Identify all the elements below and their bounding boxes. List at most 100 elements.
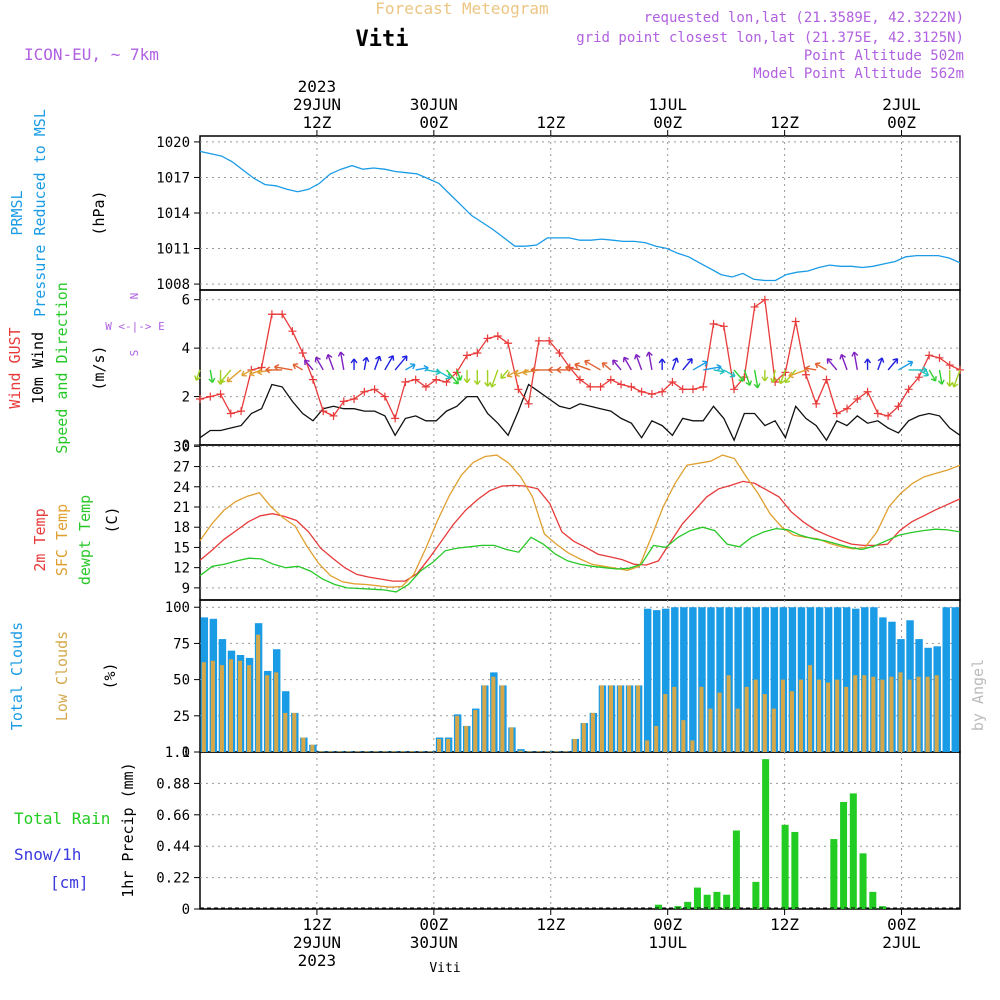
model-label: ICON-EU, ~ 7km — [24, 45, 159, 64]
wind-arrow-head — [622, 356, 629, 363]
wind-arrow-head — [658, 358, 666, 364]
y-tick-label-temperature: 15 — [173, 540, 190, 556]
wind-arrow-head — [612, 359, 618, 366]
wind-arrow-head — [601, 362, 608, 368]
axes-layer — [194, 130, 961, 915]
wind-gust-marker — [709, 319, 718, 328]
wind-arrow-head — [337, 351, 345, 357]
low-cloud-bar — [527, 751, 532, 752]
wind-gust-marker — [308, 375, 317, 384]
wind-arrow — [456, 369, 462, 381]
wind-gust-marker — [483, 334, 492, 343]
low-cloud-bar — [509, 727, 514, 752]
total-rain-label: Total Rain — [14, 809, 110, 828]
top-hour-label: 12Z — [770, 113, 799, 132]
wind-gust-marker — [801, 370, 810, 379]
wind-arrow — [623, 356, 632, 371]
wind-arrow — [753, 369, 759, 388]
precip-bar — [654, 904, 662, 909]
wind-arrow-head — [839, 353, 846, 360]
watermark-text: by Angel — [969, 659, 987, 731]
wind-arrow — [779, 369, 787, 384]
wind-arrow — [877, 357, 883, 371]
watermark: by Angel — [969, 659, 987, 731]
y-tick-label-pressure: 1008 — [156, 277, 190, 293]
low-cloud-bar — [690, 740, 695, 752]
wind-arrow-head — [208, 377, 216, 384]
wind-arrow-head — [514, 370, 520, 377]
wind-arrow — [805, 367, 817, 371]
low-cloud-bar — [835, 679, 840, 752]
low-cloud-bar — [328, 751, 333, 752]
wind-gust-marker — [555, 348, 564, 357]
wind-arrow — [445, 369, 459, 385]
low-cloud-bar — [418, 751, 424, 752]
low-cloud-bar — [581, 723, 586, 752]
wind-arrow-head — [788, 371, 794, 379]
y-tick-label-pressure: 1017 — [156, 170, 190, 186]
snow-unit-label: [cm] — [50, 873, 89, 892]
wind-gust-marker — [688, 385, 697, 394]
low-cloud-bar — [925, 676, 930, 752]
low-cloud-bar — [717, 692, 722, 752]
wind-arrow — [209, 369, 214, 383]
precip-bar — [859, 853, 867, 909]
footer-location: Viti — [429, 961, 460, 976]
y-tick-label-precip: 1.1 — [165, 745, 190, 761]
y-tick-label-clouds: 25 — [173, 709, 190, 725]
wind-gust-marker — [267, 310, 276, 319]
bottom-hour-label: 12Z — [770, 915, 799, 934]
wind-arrow-head — [506, 371, 513, 378]
location-title: Viti — [356, 27, 409, 52]
temp-sfc-label: SFC Temp — [53, 504, 71, 576]
low-clouds-label: Low Clouds — [53, 631, 71, 721]
total-cloud-bar — [942, 607, 950, 752]
low-cloud-bar — [237, 660, 243, 752]
wind-dir-label: Speed and Direction — [53, 282, 71, 454]
low-cloud-bar — [355, 751, 360, 752]
top-date-label: 1JUL — [648, 95, 687, 114]
wind-gust-marker — [781, 368, 790, 377]
low-cloud-bar — [654, 725, 659, 752]
wind-gust-marker — [945, 361, 954, 370]
low-cloud-bar — [482, 685, 487, 752]
wind-arrow-head — [937, 379, 945, 385]
top-date-label: 2JUL — [882, 95, 921, 114]
wind-arrow-head — [851, 351, 859, 357]
low-cloud-bar — [247, 665, 252, 752]
wind-arrow — [635, 354, 643, 371]
wind-arrow-head — [453, 378, 459, 385]
wind-arrow-head — [716, 363, 722, 371]
low-cloud-bar — [319, 751, 324, 752]
wind-arrow-head — [219, 377, 226, 384]
wind-gust-marker — [380, 392, 389, 401]
bottom-date-label: 2JUL — [882, 933, 921, 952]
top-hour-label: 00Z — [887, 113, 916, 132]
wind-arrow-head — [951, 382, 959, 388]
wind-arrow — [292, 363, 304, 371]
closest-coords: grid point closest lon,lat (21.375E, 42.… — [576, 30, 964, 46]
pressure-line — [199, 150, 961, 282]
wind-arrow-head — [274, 363, 280, 371]
wind-arrow-head — [645, 351, 653, 357]
low-cloud-bar — [455, 715, 460, 752]
wind-speed-line — [199, 383, 961, 442]
wind-gust-marker — [329, 411, 338, 420]
wind-arrow-head — [672, 357, 679, 363]
wind-arrow — [339, 351, 345, 371]
wind-arrow — [274, 366, 293, 371]
wind-gust-marker — [421, 382, 430, 391]
low-cloud-bar — [907, 679, 912, 752]
low-cloud-bar — [491, 676, 496, 752]
chart-title: Forecast Meteogram — [375, 0, 548, 18]
wind-gust-marker — [452, 368, 461, 377]
y-tick-label-clouds: 50 — [173, 673, 190, 689]
wind-gust-marker — [894, 402, 903, 411]
low-cloud-bar — [219, 665, 224, 752]
wind-arrow — [394, 355, 408, 371]
wind-arrow — [327, 354, 335, 371]
wind-gust-marker — [914, 373, 923, 382]
bottom-hour-label: 00Z — [887, 915, 916, 934]
compass-n: N — [128, 293, 141, 300]
wind-gust-marker — [463, 351, 472, 360]
